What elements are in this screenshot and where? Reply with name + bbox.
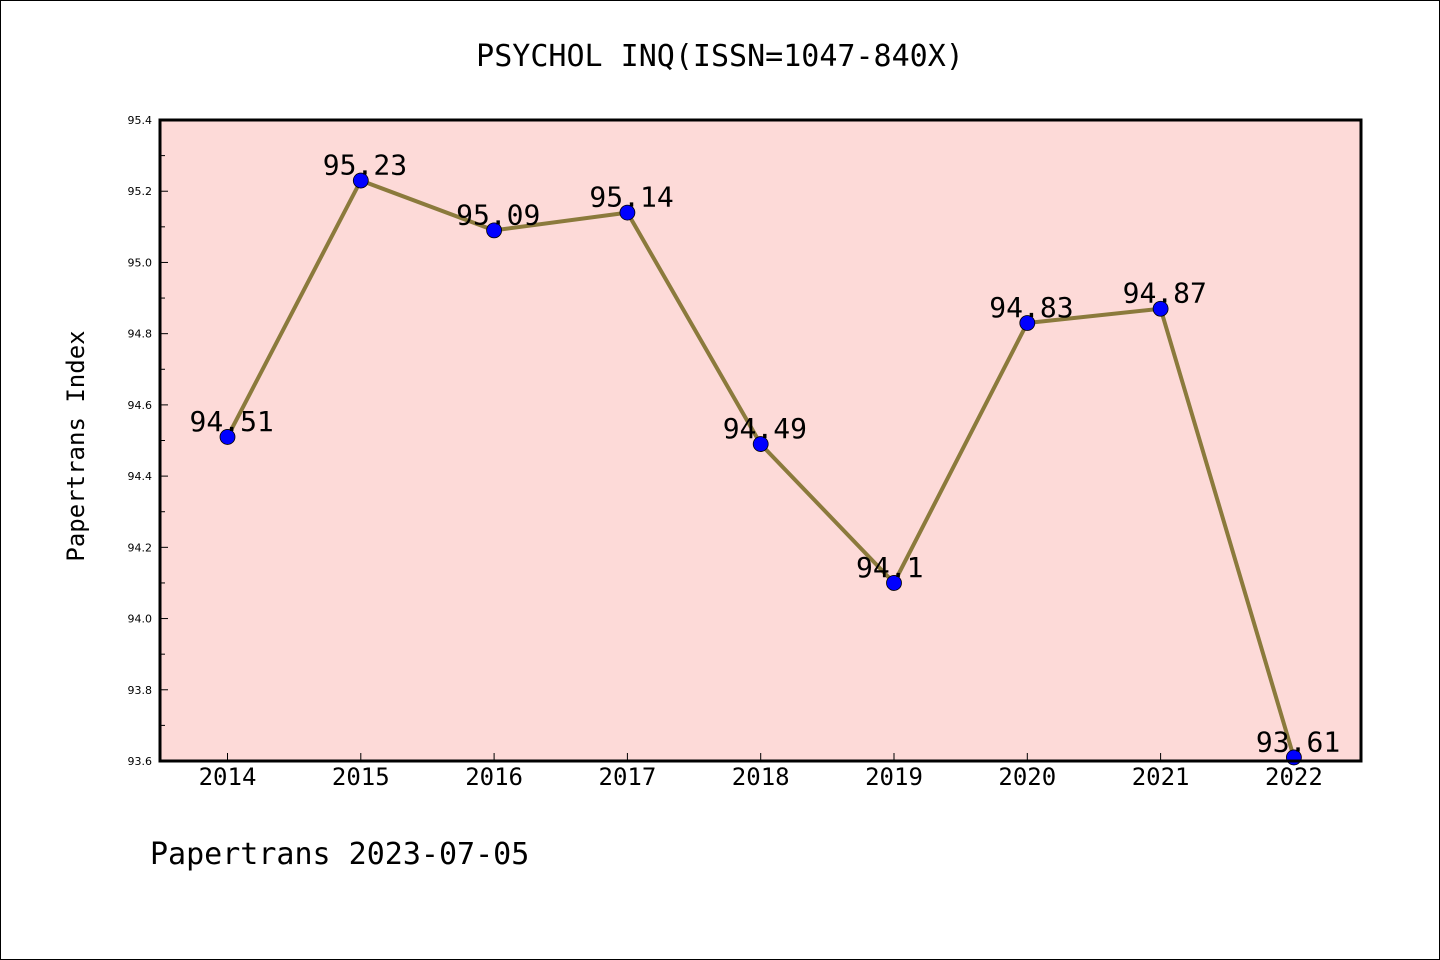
footer-text: Papertrans 2023-07-05 (150, 837, 529, 872)
data-point (486, 222, 503, 239)
data-point (1152, 300, 1169, 317)
y-axis-label: Papertrans Index (62, 330, 90, 561)
x-tick-label: 2015 (332, 763, 390, 791)
y-tick-label: 93.6 (128, 755, 153, 768)
y-tick-label: 94.6 (128, 399, 153, 412)
data-label: 93.61 (1256, 725, 1340, 758)
x-tick-label: 2018 (732, 763, 790, 791)
x-tick-label: 2014 (199, 763, 257, 791)
x-tick-label: 2016 (465, 763, 523, 791)
data-point (619, 204, 636, 221)
y-tick-label: 93.8 (128, 684, 153, 697)
data-label: 94.83 (989, 291, 1073, 324)
data-label: 95.09 (456, 198, 540, 231)
data-points (219, 172, 1302, 766)
x-tick-label: 2017 (599, 763, 657, 791)
data-label: 94.1 (856, 551, 923, 584)
x-axis: 2014 2015 2016 2017 2018 2019 2020 2021 2022 (199, 753, 1323, 791)
plot-frame (158, 118, 1363, 763)
data-point (352, 172, 369, 189)
y-tick-label: 94.8 (128, 328, 153, 341)
data-label: 94.87 (1123, 277, 1207, 310)
x-tick-label: 2021 (1132, 763, 1190, 791)
data-label: 95.14 (589, 181, 673, 214)
y-tick-label: 95.4 (128, 114, 153, 127)
data-point (886, 575, 902, 591)
y-tick-label: 95.0 (128, 256, 153, 269)
x-tick-label: 2020 (998, 763, 1056, 791)
y-tick-label: 94.2 (128, 541, 153, 554)
y-tick-label: 94.4 (128, 470, 153, 483)
data-point (752, 436, 769, 452)
x-tick-label: 2019 (865, 763, 923, 791)
x-tick-label: 2022 (1265, 763, 1323, 791)
y-tick-label: 94.0 (128, 613, 153, 626)
y-axis: 93.6 93.8 94.0 94.2 94.4 94.6 94.8 95.0 95.2 95.4 (128, 114, 168, 768)
data-point (1019, 315, 1036, 331)
y-tick-label: 95.2 (128, 185, 153, 198)
data-label: 94.49 (723, 412, 807, 445)
data-label: 95.23 (323, 149, 407, 182)
data-point (219, 429, 236, 445)
data-labels: 94.51 95.23 95.09 95.14 94.49 94.1 94.83 94.87 9… (190, 149, 1341, 759)
chart-title: PSYCHOL INQ(ISSN=1047-840X) (476, 39, 964, 74)
data-label: 94.51 (190, 405, 274, 438)
